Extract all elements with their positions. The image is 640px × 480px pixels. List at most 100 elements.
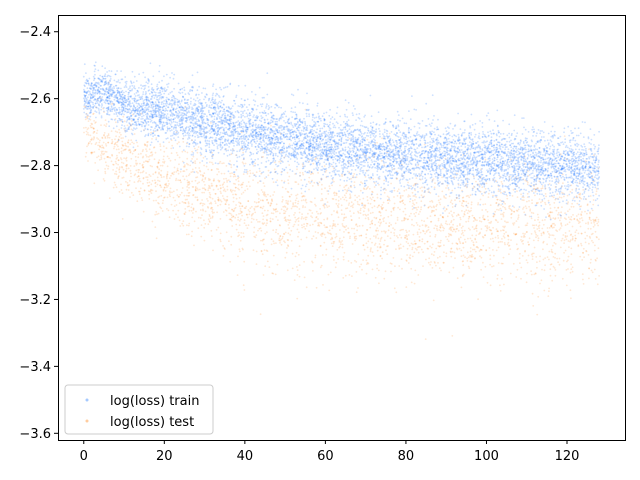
data-point — [404, 237, 407, 239]
data-point — [221, 184, 224, 186]
data-point — [250, 221, 253, 224]
data-point — [426, 217, 429, 220]
data-point — [354, 194, 356, 197]
data-point — [171, 144, 174, 147]
data-point — [416, 208, 418, 211]
data-point — [274, 171, 276, 174]
data-point — [455, 242, 458, 245]
data-point — [430, 221, 432, 223]
data-point — [283, 233, 286, 236]
data-point — [261, 103, 264, 105]
data-point — [208, 184, 210, 187]
data-point — [159, 149, 162, 151]
data-point — [526, 183, 529, 186]
data-point — [519, 262, 521, 264]
data-point — [492, 249, 494, 251]
data-point — [265, 214, 268, 217]
data-point — [129, 112, 132, 115]
data-point — [243, 165, 246, 167]
data-point — [207, 168, 210, 171]
data-point — [192, 194, 195, 196]
data-point — [99, 145, 101, 148]
data-point — [526, 192, 529, 195]
data-point — [301, 213, 303, 216]
data-point — [388, 198, 390, 201]
data-point — [583, 256, 585, 258]
data-point — [234, 193, 237, 196]
data-point — [171, 172, 174, 174]
data-point — [341, 240, 344, 242]
data-point — [334, 266, 337, 269]
data-point — [484, 225, 487, 228]
data-point — [294, 255, 297, 258]
data-point — [371, 190, 373, 193]
data-point — [194, 179, 197, 182]
data-point — [360, 132, 363, 135]
data-point — [467, 217, 470, 220]
data-point — [392, 227, 394, 230]
data-point — [541, 187, 544, 190]
data-point — [187, 202, 190, 205]
data-point — [272, 181, 275, 184]
data-point — [466, 206, 469, 209]
data-point — [593, 268, 596, 271]
data-point — [279, 235, 282, 238]
data-point — [357, 203, 359, 206]
data-point — [126, 124, 129, 127]
data-point — [533, 273, 536, 276]
data-point — [527, 254, 530, 257]
data-point — [296, 193, 299, 196]
data-point — [250, 205, 253, 208]
data-point — [526, 222, 529, 225]
data-point — [492, 129, 494, 132]
data-point — [287, 224, 290, 226]
data-point — [89, 124, 92, 127]
data-point — [206, 115, 208, 118]
data-point — [238, 220, 241, 222]
data-point — [332, 198, 335, 200]
data-point — [211, 197, 214, 200]
data-point — [280, 243, 283, 246]
data-point — [258, 194, 260, 196]
data-point — [179, 103, 182, 105]
data-point — [281, 186, 284, 189]
data-point — [298, 264, 301, 266]
data-point — [445, 208, 448, 211]
data-point — [167, 180, 170, 182]
data-point — [352, 114, 354, 117]
data-point — [120, 189, 123, 191]
data-point — [208, 179, 210, 182]
data-point — [336, 212, 339, 214]
data-point — [166, 196, 169, 199]
data-point — [545, 216, 547, 219]
data-point — [288, 143, 291, 146]
data-point — [207, 218, 210, 221]
data-point — [438, 229, 441, 231]
data-point — [492, 178, 495, 181]
data-point — [234, 186, 237, 189]
data-point — [484, 141, 487, 144]
data-point — [454, 199, 456, 202]
data-point — [113, 147, 115, 150]
data-point — [147, 86, 150, 88]
data-point — [488, 226, 491, 229]
data-point — [443, 227, 445, 230]
data-point — [144, 160, 147, 163]
data-point — [154, 181, 157, 184]
data-point — [146, 181, 149, 184]
data-point — [555, 177, 558, 180]
data-point — [243, 289, 246, 291]
data-point — [486, 227, 489, 230]
data-point — [83, 104, 86, 106]
data-point — [402, 143, 405, 146]
data-point — [301, 226, 304, 229]
data-point — [507, 234, 509, 237]
data-point — [331, 184, 333, 187]
data-point — [278, 106, 280, 109]
data-point — [252, 99, 255, 102]
data-point — [374, 166, 377, 169]
data-point — [574, 148, 577, 151]
data-point — [99, 139, 101, 142]
data-point — [327, 158, 329, 160]
data-point — [595, 216, 598, 219]
